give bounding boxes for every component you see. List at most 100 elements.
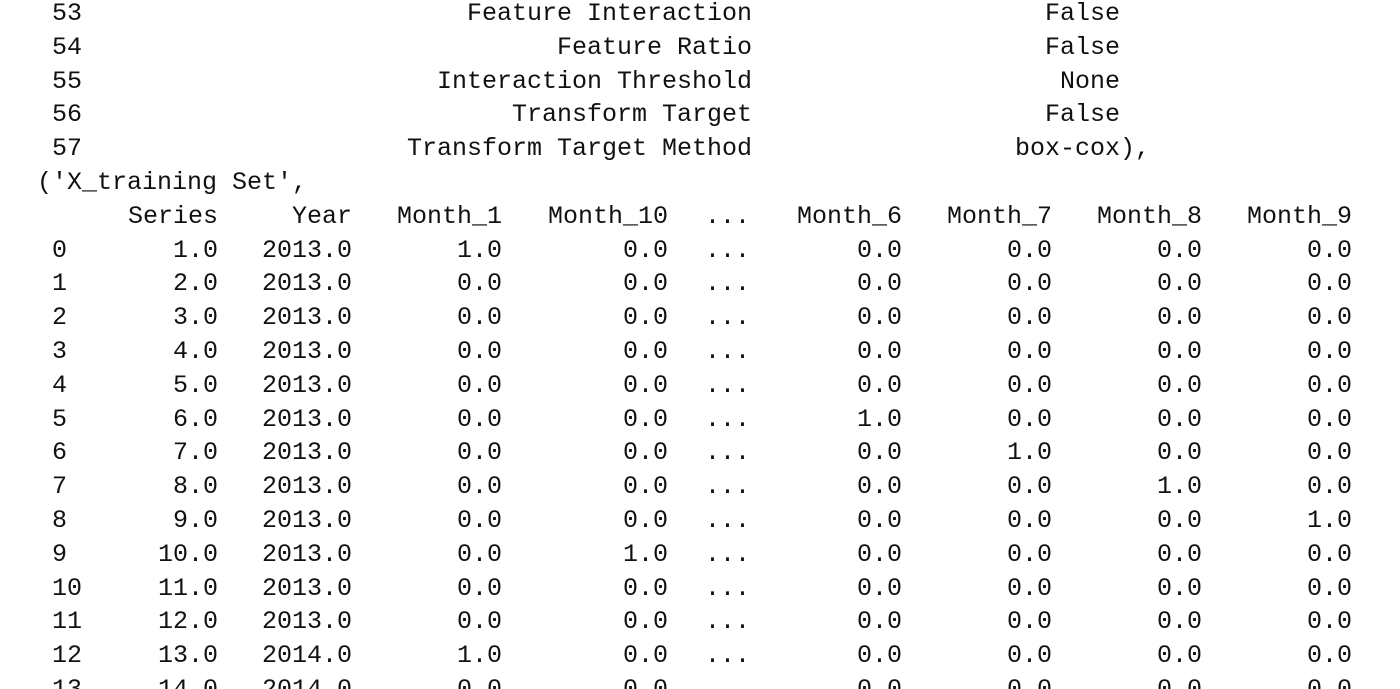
- cell-month-7: 0.0: [1006, 472, 1052, 502]
- column-header-month-9: Month_9: [1246, 201, 1352, 231]
- table-row: 1 2.0 2013.0 0.0 0.0... 0.0 0.0 0.0 0.0: [0, 267, 1400, 301]
- cell-year: 2013.0: [261, 539, 352, 569]
- param-name: Interaction Threshold: [436, 66, 752, 96]
- cell-month-10: 0.0: [622, 404, 668, 434]
- cell-month-9: 0.0: [1306, 235, 1352, 265]
- param-index: 57: [52, 134, 83, 164]
- cell-month-8: 0.0: [1156, 438, 1202, 468]
- cell-year: 2013.0: [261, 404, 352, 434]
- table-row: 8 9.0 2013.0 0.0 0.0... 0.0 0.0 0.0 1.0: [0, 504, 1400, 538]
- cell-month-7: 0.0: [1006, 269, 1052, 299]
- row-index: 5: [52, 404, 68, 434]
- column-header-series: Series: [127, 201, 218, 231]
- cell-month-10: 0.0: [622, 337, 668, 366]
- row-index: 3: [52, 337, 68, 366]
- cell-month-9: 0.0: [1306, 438, 1352, 468]
- cell-month-7: 1.0: [1006, 438, 1052, 468]
- cell-year: 2013.0: [261, 472, 352, 502]
- cell-month-8: 0.0: [1156, 539, 1202, 569]
- cell-series: 6.0: [172, 404, 218, 434]
- cell-month-8: 0.0: [1156, 404, 1202, 434]
- cell-month-9: 0.0: [1306, 370, 1352, 400]
- cell-month-7: 0.0: [1006, 235, 1052, 265]
- table-row: 3 4.0 2013.0 0.0 0.0... 0.0 0.0 0.0 0.0: [0, 335, 1400, 369]
- cell-month-7: 0.0: [1006, 506, 1052, 535]
- param-index: 55: [52, 66, 83, 96]
- cell-year: 2013.0: [261, 573, 352, 603]
- cell-month-1: 0.0: [456, 539, 502, 569]
- cell-month-1: 0.0: [456, 506, 502, 535]
- cell-month-1: 0.0: [456, 472, 502, 502]
- cell-month-9: 0.0: [1306, 404, 1352, 434]
- row-index: 13: [52, 673, 82, 689]
- cell-month-10: 0.0: [622, 573, 668, 603]
- cell-month-8: 1.0: [1156, 472, 1202, 502]
- cell-month-1: 0.0: [456, 404, 502, 434]
- cell-series: 2.0: [172, 269, 218, 299]
- column-header-ellipsis: ...: [704, 201, 750, 231]
- cell-month-10: 0.0: [622, 269, 668, 299]
- row-index: 8: [52, 506, 68, 535]
- table-row: 7 8.0 2013.0 0.0 0.0... 0.0 0.0 1.0 0.0: [0, 470, 1400, 504]
- cell-month-6: 0.0: [857, 673, 902, 689]
- row-index: 11: [52, 607, 83, 637]
- row-index: 9: [52, 539, 68, 569]
- cell-ellipsis: ...: [704, 573, 750, 603]
- cell-year: 2013.0: [261, 438, 352, 468]
- cell-month-7: 0.0: [1006, 573, 1052, 603]
- cell-month-6: 0.0: [856, 269, 902, 299]
- table-row: 2 3.0 2013.0 0.0 0.0... 0.0 0.0 0.0 0.0: [0, 301, 1400, 335]
- param-row: 53 Feature Interaction False: [0, 0, 1400, 31]
- tuple-label: ('X_training Set',: [37, 168, 308, 197]
- param-row: 55 Interaction Threshold None: [0, 65, 1400, 99]
- cell-month-6: 0.0: [856, 438, 902, 468]
- cell-series: 4.0: [172, 337, 218, 366]
- column-header-month-6: Month_6: [796, 201, 902, 231]
- cell-month-1: 0.0: [456, 303, 502, 333]
- cell-month-1: 0.0: [456, 370, 502, 400]
- cell-month-10: 0.0: [622, 438, 668, 468]
- cell-month-7: 0.0: [1006, 370, 1052, 400]
- cell-year: 2013.0: [261, 303, 352, 333]
- cell-month-10: 0.0: [622, 370, 668, 400]
- cell-month-1: 0.0: [457, 673, 502, 689]
- cell-month-8: 0.0: [1156, 269, 1202, 299]
- cell-series: 7.0: [172, 438, 218, 468]
- table-row: 4 5.0 2013.0 0.0 0.0... 0.0 0.0 0.0 0.0: [0, 369, 1400, 403]
- table-header: Series Year Month_1 Month_10 ... Month_6…: [0, 200, 1400, 234]
- param-index: 53: [52, 0, 83, 28]
- cell-month-10: 0.0: [622, 506, 668, 535]
- table-row: 5 6.0 2013.0 0.0 0.0... 1.0 0.0 0.0 0.0: [0, 403, 1400, 437]
- row-index: 0: [52, 235, 68, 265]
- cell-year: 2013.0: [261, 269, 352, 299]
- cell-month-9: 0.0: [1306, 269, 1352, 299]
- param-row: 57 Transform Target Method box-cox),: [0, 132, 1400, 166]
- cell-ellipsis: ...: [704, 506, 750, 535]
- cell-month-9: 1.0: [1306, 506, 1352, 535]
- cell-month-9: 0.0: [1306, 539, 1352, 569]
- cell-month-9: 0.0: [1306, 641, 1352, 671]
- cell-month-8: 0.0: [1156, 235, 1202, 265]
- param-value: False: [1044, 100, 1120, 130]
- table-row: 6 7.0 2013.0 0.0 0.0... 0.0 1.0 0.0 0.0: [0, 436, 1400, 470]
- cell-year: 2014.0: [261, 641, 352, 671]
- cell-ellipsis: ...: [704, 370, 750, 400]
- param-name: Transform Target: [511, 100, 752, 130]
- param-name: Feature Interaction: [466, 0, 752, 28]
- cell-month-6: 0.0: [856, 303, 902, 333]
- table-row: 13 14.0 2014.0 0.0 0.0... 0.0 0.0 0.0 0.0: [0, 673, 1400, 689]
- cell-month-10: 0.0: [622, 303, 668, 333]
- cell-month-7: 0.0: [1006, 607, 1052, 637]
- cell-ellipsis: ...: [704, 337, 750, 366]
- cell-month-1: 0.0: [456, 607, 502, 637]
- cell-series: 9.0: [172, 506, 218, 535]
- cell-month-8: 0.0: [1156, 641, 1202, 671]
- table-row: 10 11.0 2013.0 0.0 0.0... 0.0 0.0 0.0 0.0: [0, 572, 1400, 606]
- cell-month-9: 0.0: [1306, 337, 1352, 366]
- cell-year: 2013.0: [261, 235, 352, 265]
- cell-month-7: 0.0: [1006, 337, 1052, 366]
- cell-month-7: 0.0: [1006, 404, 1052, 434]
- cell-month-6: 0.0: [856, 472, 902, 502]
- cell-year: 2013.0: [261, 506, 352, 535]
